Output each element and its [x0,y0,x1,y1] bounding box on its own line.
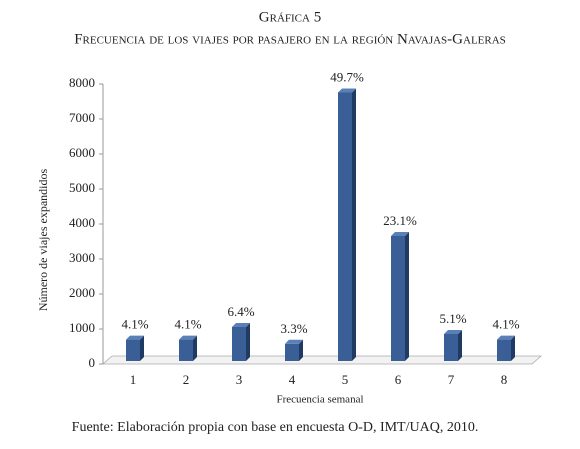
bar-top [179,335,197,340]
bar-top [444,330,462,334]
data-label: 4.1% [121,317,148,332]
x-tick-label: 6 [395,372,402,387]
y-tick-label: 6000 [69,145,95,160]
chart-subtitle: Frecuencia de los viajes por pasajero en… [74,31,506,47]
y-tick-label: 1000 [69,320,95,335]
bar [126,339,140,361]
y-tick-label: 2000 [69,285,95,300]
x-tick-label: 2 [183,372,190,387]
source-note: Fuente: Elaboración propia con base en e… [72,420,479,435]
bar [338,92,352,361]
y-tick-label: 4000 [69,215,95,230]
x-tick-label: 5 [342,372,349,387]
floor [101,355,543,365]
bar-side [140,335,144,361]
bar-top [338,88,356,93]
data-label: 49.7% [330,69,364,84]
bar-side [299,339,303,361]
x-axis-label: Frecuencia semanal [276,394,363,406]
bar-side [246,323,250,361]
y-tick-label: 0 [89,355,96,370]
bar-top [126,335,144,340]
bar-side [458,330,462,361]
bar-side [511,335,515,361]
y-tick-label: 8000 [69,75,95,90]
bar-top [497,335,515,340]
data-label: 6.4% [227,304,254,319]
x-tick-label: 4 [289,372,296,387]
bar [444,334,458,361]
x-tick-label: 1 [130,372,137,387]
data-label: 4.1% [492,317,519,332]
bar [391,236,405,361]
data-label: 5.1% [439,311,466,326]
bar [497,339,511,361]
y-axis-label: Número de viajes expandidos [36,169,50,312]
data-label: 23.1% [383,213,417,228]
data-label: 4.1% [174,317,201,332]
y-tick-label: 7000 [69,110,95,125]
x-tick-label: 7 [448,372,455,387]
x-tick-label: 3 [236,372,243,387]
y-tick-label: 3000 [69,250,95,265]
bar [232,327,246,361]
bar-side [352,88,356,361]
chart-title: Gráfica 5 [259,9,321,25]
bar-top [285,339,303,344]
bar-top [232,323,250,327]
bar-side [193,335,197,361]
x-tick-label: 8 [501,372,508,387]
bar [179,339,193,361]
bar-side [405,232,409,361]
bar [285,343,299,361]
bar-top [391,232,409,236]
y-tick-label: 5000 [69,180,95,195]
data-label: 3.3% [280,321,307,336]
